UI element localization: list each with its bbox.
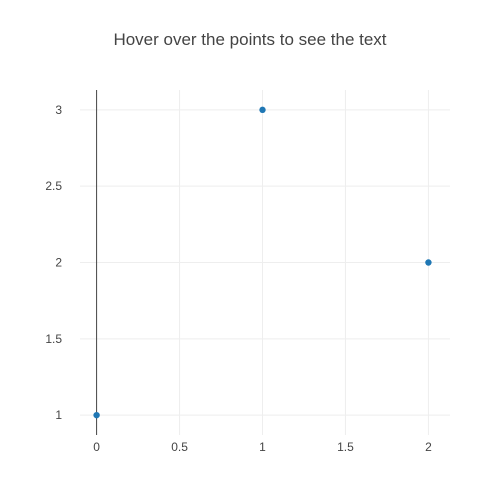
- x-tick-label: 2: [425, 440, 432, 454]
- data-point[interactable]: [425, 259, 432, 266]
- y-tick-label: 1.5: [45, 332, 62, 346]
- data-point-layer: [93, 106, 432, 419]
- x-tick-label: 1.5: [337, 440, 354, 454]
- x-tick-label: 0: [93, 440, 100, 454]
- tick-label-layer: 0 0.5 1 1.5 2 1 1.5 2 2.5 3: [45, 103, 432, 454]
- chart-title: Hover over the points to see the text: [113, 30, 387, 49]
- y-tick-label: 3: [55, 103, 62, 117]
- y-tick-label: 2: [55, 256, 62, 270]
- data-point[interactable]: [259, 106, 266, 114]
- y-tick-label: 1: [55, 408, 62, 422]
- x-tick-label: 1: [259, 440, 266, 454]
- y-tick-label: 2.5: [45, 179, 62, 193]
- data-point[interactable]: [93, 411, 100, 419]
- grid-layer: [80, 90, 450, 435]
- x-tick-label: 0.5: [171, 440, 188, 454]
